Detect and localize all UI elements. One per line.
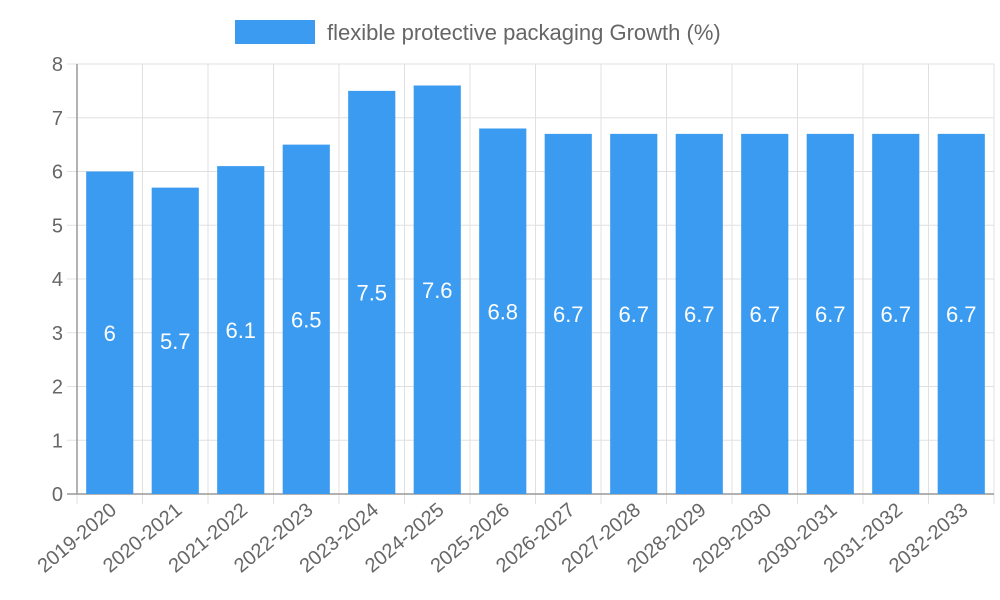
bar-value-label: 6.7 [749, 302, 780, 327]
x-tick-labels: 2019-20202020-20212021-20222022-20232023… [34, 499, 973, 577]
bar[interactable] [151, 187, 199, 494]
bar[interactable] [544, 133, 592, 494]
bar[interactable] [348, 90, 396, 494]
bar[interactable] [675, 133, 723, 494]
bar-value-label: 6 [104, 321, 116, 346]
bar[interactable] [610, 133, 658, 494]
bars [86, 85, 985, 495]
bar-value-label: 6.5 [291, 307, 322, 332]
bar-value-label: 6.7 [618, 302, 649, 327]
bar[interactable] [217, 166, 265, 494]
data-labels: 6 5.7 6.1 6.5 7.5 7.6 6.8 6.7 6.7 6.7 6.7 6.7 6.7 6.7 [104, 278, 977, 354]
legend[interactable]: flexible protective packaging Growth (%) [235, 20, 721, 45]
bar[interactable] [479, 128, 527, 495]
y-tick-label: 4 [52, 269, 63, 291]
bar-value-label: 6.7 [815, 302, 846, 327]
bar[interactable] [741, 133, 789, 494]
bar-value-label: 5.7 [160, 329, 191, 354]
bar[interactable] [806, 133, 854, 494]
y-tick-labels: 0 1 2 3 4 5 6 7 8 [52, 54, 63, 506]
bar[interactable] [282, 144, 330, 494]
y-tick-label: 0 [52, 484, 63, 506]
y-tick-label: 5 [52, 215, 63, 237]
y-tick-label: 1 [52, 430, 63, 452]
bar-value-label: 6.7 [684, 302, 715, 327]
bar-value-label: 7.5 [356, 280, 387, 305]
bar-value-label: 7.6 [422, 278, 453, 303]
bar[interactable] [872, 133, 920, 494]
y-tick-label: 8 [52, 54, 63, 76]
y-tick-label: 3 [52, 323, 63, 345]
bar[interactable] [937, 133, 985, 494]
bar[interactable] [413, 85, 461, 495]
bar-value-label: 6.7 [946, 302, 977, 327]
bar-value-label: 6.7 [553, 302, 584, 327]
legend-label: flexible protective packaging Growth (%) [327, 20, 721, 45]
bar-value-label: 6.8 [487, 299, 518, 324]
bar-value-label: 6.7 [880, 302, 911, 327]
bar[interactable] [86, 171, 134, 495]
grid [76, 63, 995, 504]
y-tick-label: 7 [52, 108, 63, 130]
bar-value-label: 6.1 [225, 318, 256, 343]
y-tick-label: 2 [52, 377, 63, 399]
y-tick-label: 6 [52, 162, 63, 184]
legend-swatch [235, 20, 315, 44]
